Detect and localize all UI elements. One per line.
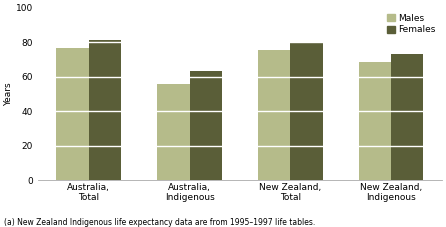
- Bar: [391, 54, 424, 180]
- Text: (a) New Zealand Indigenous life expectancy data are from 1995–1997 life tables.: (a) New Zealand Indigenous life expectan…: [4, 218, 316, 227]
- Bar: [190, 71, 222, 180]
- Bar: [258, 50, 290, 180]
- Bar: [56, 48, 89, 180]
- Bar: [290, 42, 322, 180]
- Bar: [89, 39, 121, 180]
- Y-axis label: Years: Years: [4, 82, 13, 106]
- Bar: [157, 84, 190, 180]
- Legend: Males, Females: Males, Females: [385, 12, 438, 36]
- Bar: [359, 62, 391, 180]
